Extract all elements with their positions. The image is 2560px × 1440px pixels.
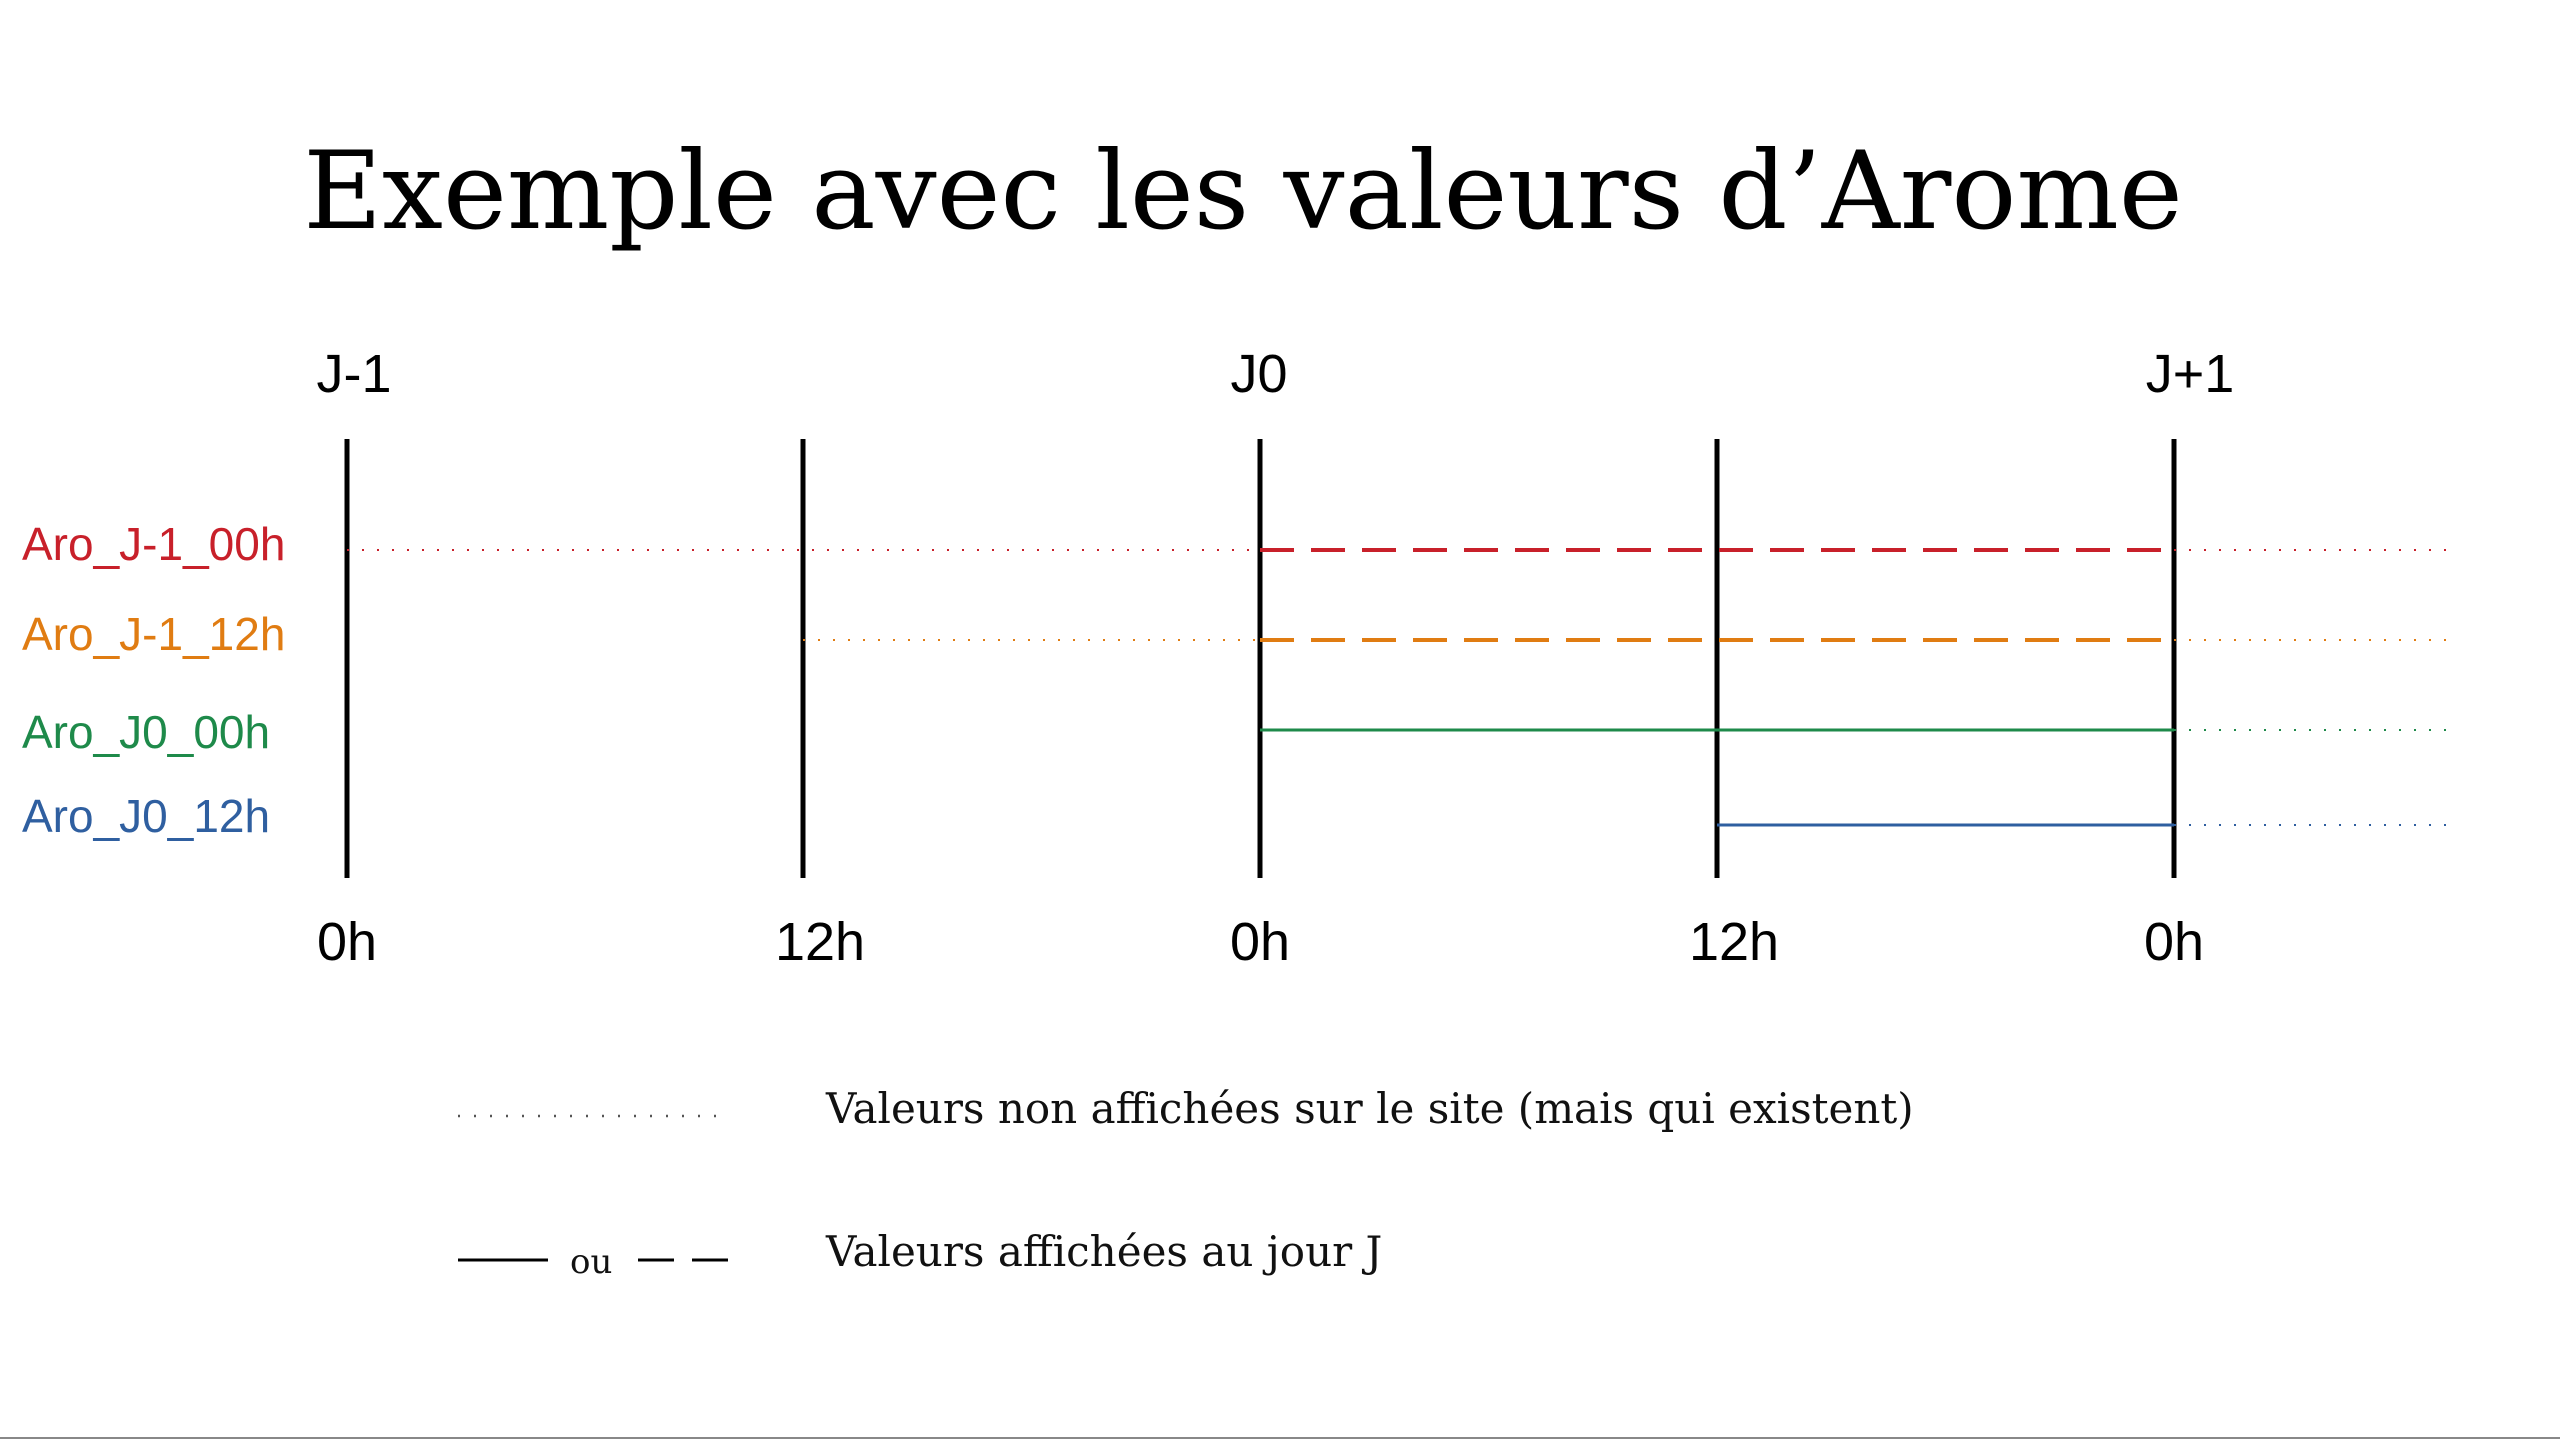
hour-label-2: 12h — [775, 912, 865, 972]
hour-label-5: 0h — [2144, 912, 2204, 972]
legend-dotted-label: Valeurs non affichées sur le site (mais … — [825, 1084, 1914, 1133]
legend: Valeurs non affichées sur le site (mais … — [458, 1084, 1914, 1282]
page-title: Exemple avec les valeurs d’Arome — [303, 129, 2183, 254]
legend-displayed-label: Valeurs affichées au jour J — [825, 1227, 1382, 1276]
day-label-j0: J0 — [1230, 344, 1287, 404]
legend-or-word: ou — [570, 1242, 612, 1282]
run-label-4: Aro_J0_12h — [22, 790, 270, 842]
run-label-2: Aro_J-1_12h — [22, 608, 285, 660]
model-runs: Aro_J-1_00h Aro_J-1_12h Aro_J0_00h Aro_J0_1… — [22, 518, 2450, 842]
run-label-1: Aro_J-1_00h — [22, 518, 285, 570]
run-label-3: Aro_J0_00h — [22, 706, 270, 758]
hour-label-4: 12h — [1689, 912, 1779, 972]
hour-label-3: 0h — [1230, 912, 1290, 972]
day-label-j-minus-1: J-1 — [316, 344, 391, 404]
hour-label-1: 0h — [317, 912, 377, 972]
day-label-j-plus-1: J+1 — [2146, 344, 2235, 404]
